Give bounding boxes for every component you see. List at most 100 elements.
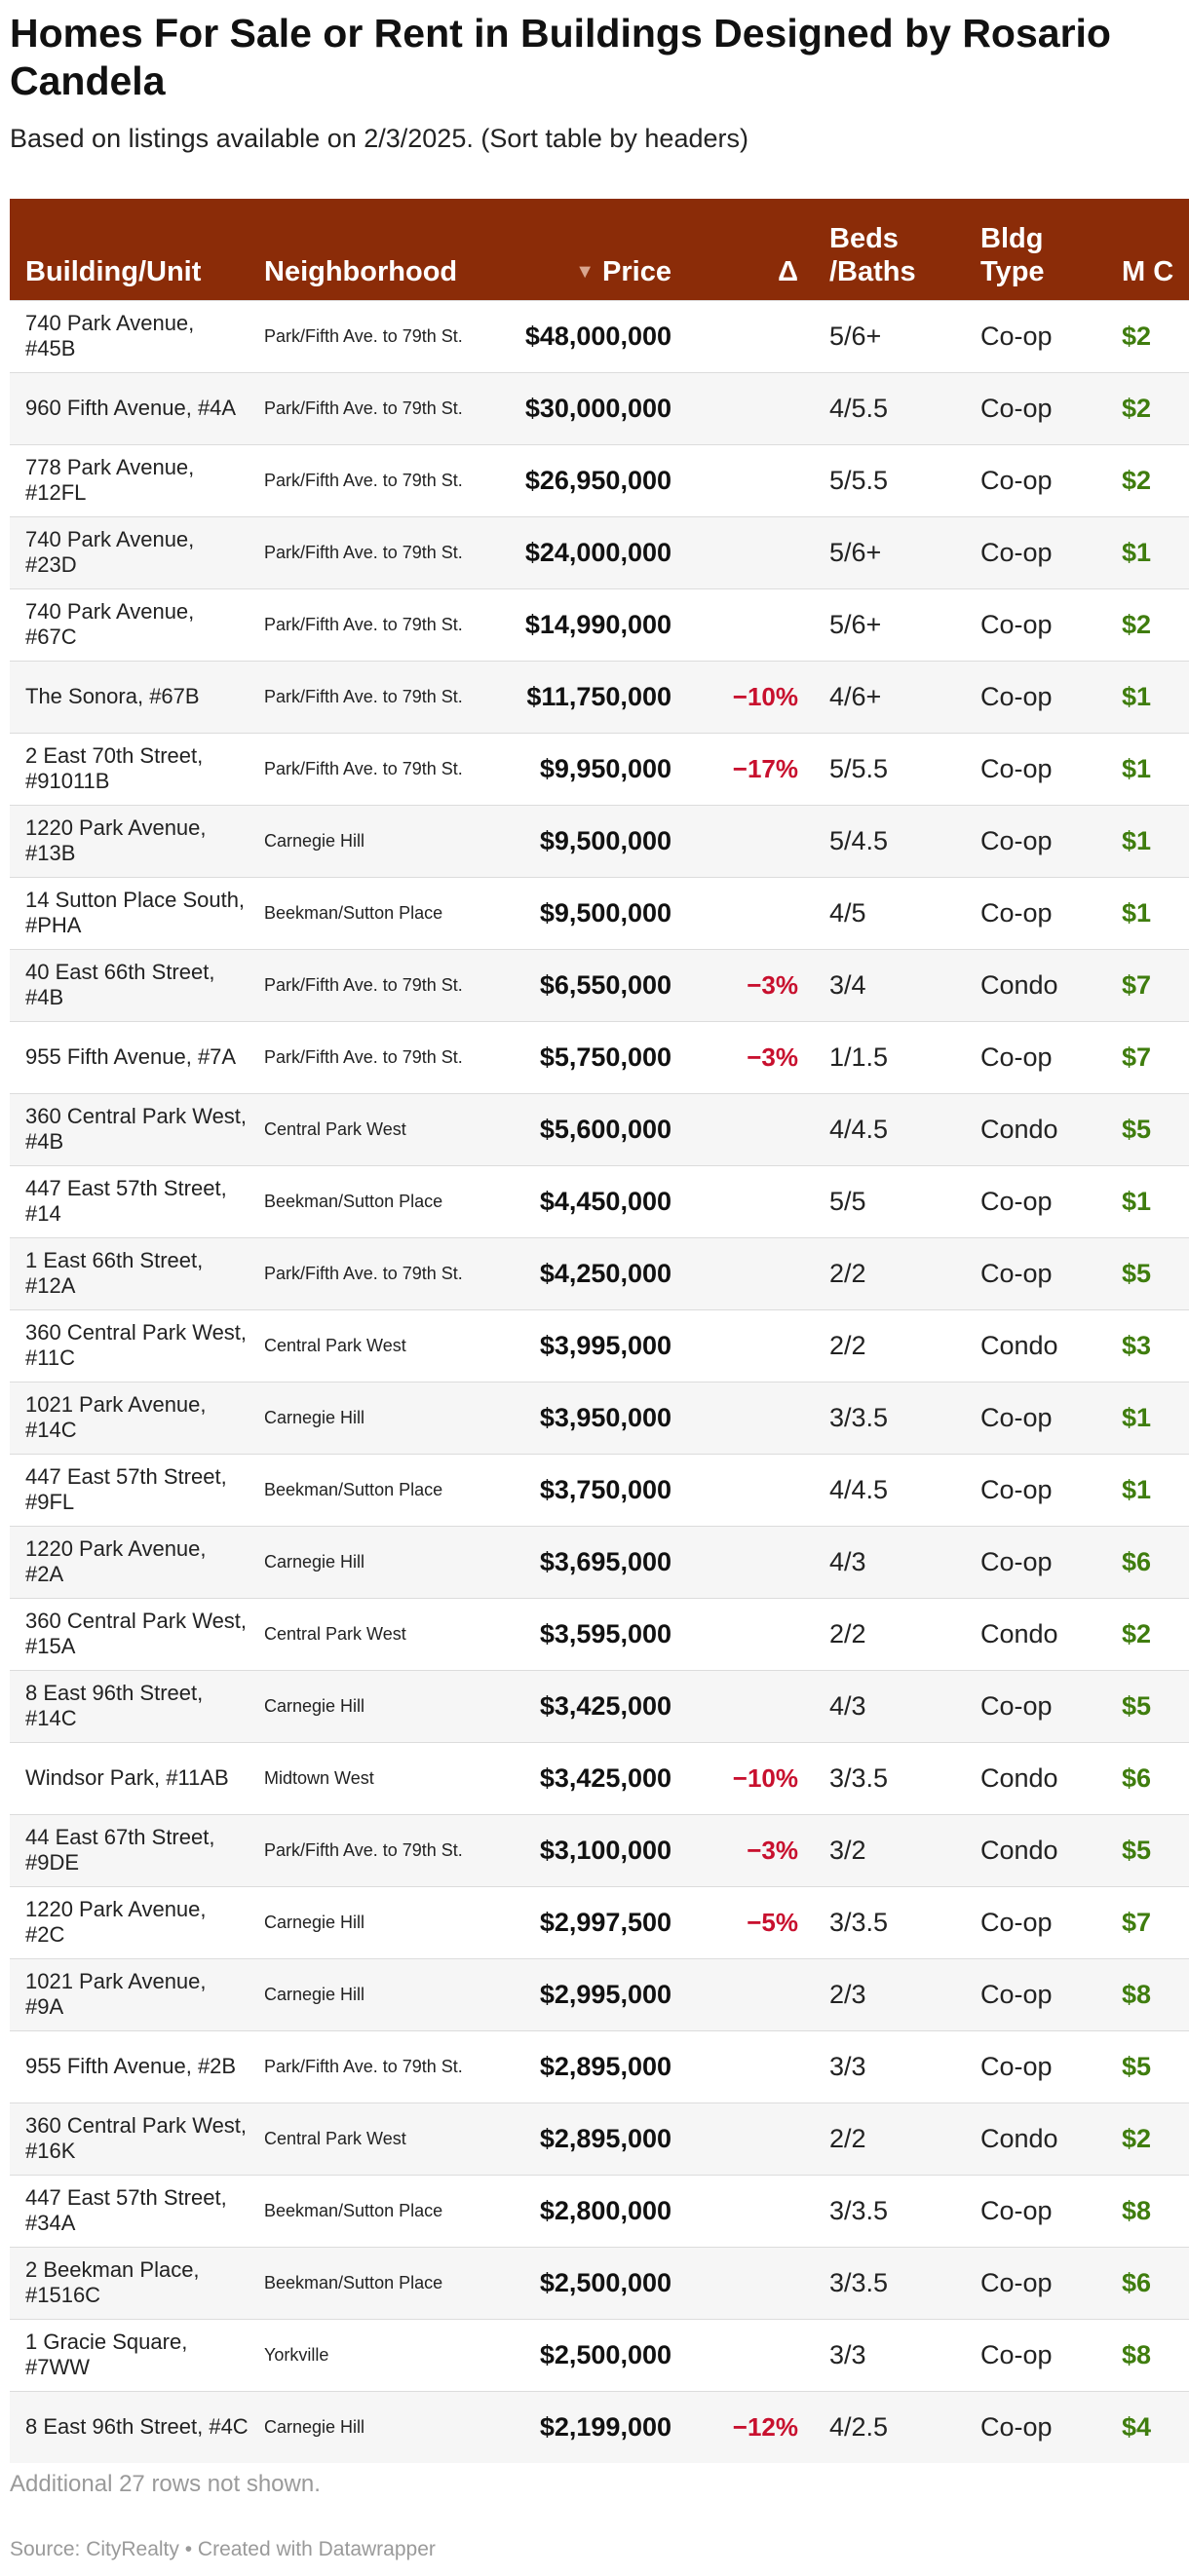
cell-beds-baths: 2/2 [829, 1618, 866, 1648]
cell-delta [687, 444, 814, 516]
col-header-price-label: Price [602, 255, 671, 287]
cell-delta: −3% [747, 1835, 798, 1865]
cell-price: $11,750,000 [526, 681, 671, 711]
cell-maintenance: $1 [1122, 1402, 1152, 1432]
cell-neighborhood: Carnegie Hill [264, 1552, 365, 1572]
cell-neighborhood: Beekman/Sutton Place [264, 1192, 443, 1211]
col-header-bldg-type[interactable]: Bldg Type [980, 222, 1045, 287]
cell-neighborhood: Carnegie Hill [264, 831, 365, 851]
col-header-delta[interactable]: Δ [778, 255, 798, 287]
col-header-beds-baths[interactable]: Beds /Baths [829, 222, 916, 287]
cell-price: $2,995,000 [539, 1979, 671, 2009]
cell-maintenance: $2 [1122, 321, 1152, 351]
table-row: 2 Beekman Place, #1516C Beekman/Sutton Pl… [10, 2247, 1189, 2319]
cell-beds-baths: 1/1.5 [829, 1042, 889, 1072]
cell-maintenance: $1 [1122, 825, 1152, 855]
cell-delta: −10% [732, 1762, 798, 1793]
cell-building: 360 Central Park West, #15A [25, 1609, 248, 1658]
cell-beds-baths: 2/3 [829, 1979, 866, 2009]
cell-neighborhood: Central Park West [264, 2129, 406, 2148]
table-row: 740 Park Avenue, #45B Park/Fifth Ave. to … [10, 300, 1189, 372]
cell-bldg-type: Co-op [980, 393, 1053, 423]
cell-bldg-type: Co-op [980, 1258, 1053, 1288]
cell-building: 447 East 57th Street, #14 [25, 1176, 227, 1226]
cell-bldg-type: Co-op [980, 2051, 1053, 2081]
cell-delta: −3% [747, 969, 798, 1000]
cell-delta [687, 588, 814, 661]
cell-maintenance: $6 [1122, 1546, 1152, 1576]
cell-bldg-type: Co-op [980, 1546, 1053, 1576]
cell-bldg-type: Co-op [980, 681, 1053, 711]
cell-bldg-type: Co-op [980, 1402, 1053, 1432]
table-row: 1 East 66th Street, #12A Park/Fifth Ave. … [10, 1237, 1189, 1309]
cell-beds-baths: 2/2 [829, 1330, 866, 1360]
cell-bldg-type: Co-op [980, 825, 1053, 855]
table-body: 740 Park Avenue, #45B Park/Fifth Ave. to … [10, 300, 1189, 2463]
cell-delta [687, 372, 814, 444]
cell-maintenance: $5 [1122, 2051, 1152, 2081]
col-header-maintenance[interactable]: M C [1122, 255, 1174, 287]
cell-price: $3,995,000 [539, 1330, 671, 1360]
cell-price: $9,950,000 [539, 753, 671, 783]
cell-price: $4,250,000 [539, 1258, 671, 1288]
cell-neighborhood: Park/Fifth Ave. to 79th St. [264, 615, 463, 634]
cell-bldg-type: Co-op [980, 321, 1053, 351]
cell-maintenance: $6 [1122, 2267, 1152, 2297]
cell-neighborhood: Beekman/Sutton Place [264, 2273, 443, 2292]
cell-delta [687, 2319, 814, 2391]
cell-price: $3,595,000 [539, 1618, 671, 1648]
cell-neighborhood: Carnegie Hill [264, 1985, 365, 2004]
cell-beds-baths: 4/6+ [829, 681, 882, 711]
cell-delta [687, 1382, 814, 1454]
cell-neighborhood: Beekman/Sutton Place [264, 1480, 443, 1499]
cell-beds-baths: 4/5 [829, 897, 866, 928]
cell-building: Windsor Park, #11AB [25, 1765, 229, 1790]
col-header-neighborhood[interactable]: Neighborhood [264, 255, 458, 287]
cell-beds-baths: 5/5.5 [829, 753, 889, 783]
cell-beds-baths: 3/4 [829, 969, 866, 1000]
cell-delta: −3% [747, 1042, 798, 1072]
cell-price: $2,800,000 [539, 2195, 671, 2225]
table-header-row: Building/Unit Neighborhood ▼ Price Δ Beds… [10, 199, 1189, 300]
cell-bldg-type: Condo [980, 1114, 1058, 1144]
cell-maintenance: $8 [1122, 1979, 1152, 2009]
table-row: The Sonora, #67B Park/Fifth Ave. to 79th … [10, 661, 1189, 733]
table-row: 447 East 57th Street, #34A Beekman/Sutton… [10, 2175, 1189, 2247]
col-header-building[interactable]: Building/Unit [25, 255, 202, 287]
cell-building: 8 East 96th Street, #4C [25, 2414, 249, 2440]
col-header-price[interactable]: ▼ Price [502, 199, 687, 300]
cell-price: $14,990,000 [524, 609, 671, 639]
cell-neighborhood: Park/Fifth Ave. to 79th St. [264, 398, 463, 418]
cell-price: $9,500,000 [539, 825, 671, 855]
cell-neighborhood: Park/Fifth Ave. to 79th St. [264, 1047, 463, 1067]
cell-bldg-type: Condo [980, 1835, 1058, 1865]
cell-neighborhood: Park/Fifth Ave. to 79th St. [264, 975, 463, 995]
cell-maintenance: $7 [1122, 969, 1152, 1000]
cell-maintenance: $8 [1122, 2339, 1152, 2369]
cell-building: 1220 Park Avenue, #2A [25, 1536, 207, 1586]
cell-maintenance: $1 [1122, 753, 1152, 783]
cell-bldg-type: Condo [980, 1618, 1058, 1648]
cell-price: $3,950,000 [539, 1402, 671, 1432]
cell-bldg-type: Co-op [980, 1042, 1053, 1072]
cell-beds-baths: 3/3.5 [829, 1762, 889, 1793]
cell-price: $6,550,000 [539, 969, 671, 1000]
cell-bldg-type: Co-op [980, 1907, 1053, 1937]
cell-bldg-type: Co-op [980, 2195, 1053, 2225]
cell-price: $24,000,000 [524, 537, 671, 567]
cell-price: $2,500,000 [539, 2267, 671, 2297]
cell-neighborhood: Park/Fifth Ave. to 79th St. [264, 1264, 463, 1283]
cell-price: $5,750,000 [539, 1042, 671, 1072]
cell-neighborhood: Carnegie Hill [264, 1913, 365, 1932]
cell-beds-baths: 3/3.5 [829, 1907, 889, 1937]
sort-descending-icon: ▼ [575, 260, 595, 283]
cell-building: 960 Fifth Avenue, #4A [25, 396, 237, 420]
cell-beds-baths: 3/2 [829, 1835, 866, 1865]
cell-delta [687, 1670, 814, 1742]
cell-delta [687, 1093, 814, 1165]
cell-price: $2,199,000 [539, 2411, 671, 2442]
table-row: 447 East 57th Street, #14 Beekman/Sutton … [10, 1165, 1189, 1237]
table-row: 44 East 67th Street, #9DE Park/Fifth Ave.… [10, 1814, 1189, 1886]
cell-delta: −17% [732, 753, 798, 783]
cell-bldg-type: Condo [980, 1762, 1058, 1793]
